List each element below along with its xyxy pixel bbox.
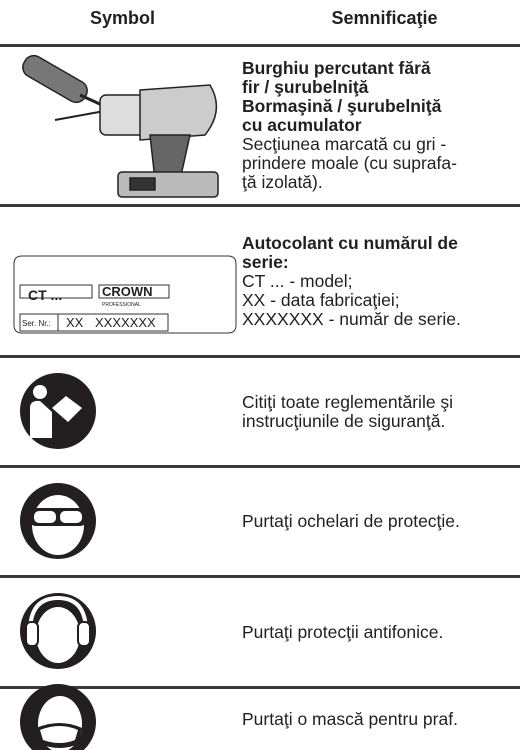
row-rule xyxy=(0,204,520,207)
dust-mask-icon xyxy=(20,684,96,750)
row-rule xyxy=(0,686,520,689)
header-rule xyxy=(0,44,520,47)
row-text: Purtaţi protecţii antifonice. xyxy=(242,578,518,686)
symbols: CT ... CROWN PROFESSIONAL Ser. Nr.: XX X… xyxy=(13,54,237,750)
row-rule xyxy=(0,575,520,578)
ear-protection-icon xyxy=(20,593,96,669)
row-text-line: instrucţiunile de siguranţă. xyxy=(242,410,446,431)
row-text: Purtaţi ochelari de protecţie. xyxy=(242,468,518,575)
row-text-line: Purtaţi ochelari de protecţie. xyxy=(242,511,460,531)
row-text-line: CT ... - model; xyxy=(242,270,353,291)
header-symbol: Symbol xyxy=(89,8,155,28)
row-text-line: ţă izolată). xyxy=(242,172,323,192)
row-text-line: XX - data fabricaţiei; xyxy=(242,289,400,310)
row-text-line: prindere moale (cu suprafa- xyxy=(242,153,457,173)
row-text-line: Purtaţi o mască pentru praf. xyxy=(242,709,458,729)
row-title-line: serie: xyxy=(242,251,289,272)
row-text-line: Purtaţi protecţii antifonice. xyxy=(242,621,444,642)
sticker-brand-sub: PROFESSIONAL xyxy=(102,302,141,308)
row-text: Autocolant cu numărul de serie: CT ... - m… xyxy=(242,207,518,355)
row-text: Burghiu percutant fără fir / şurubelniţă B… xyxy=(242,47,518,204)
row-text: Purtaţi o mască pentru praf. xyxy=(242,689,518,750)
drill-illustration xyxy=(22,54,219,198)
row-text-line: Citiţi toate reglementările şi xyxy=(242,391,454,412)
sticker-serial: XXXXXXX xyxy=(95,315,156,330)
row-rule xyxy=(0,355,520,358)
row-title-line: Autocolant cu numărul de xyxy=(242,232,458,253)
row-text-line: XXXXXXX - număr de serie. xyxy=(242,308,461,329)
sticker-brand: CROWN xyxy=(102,284,153,299)
goggles-icon xyxy=(20,483,96,559)
read-manual-icon xyxy=(20,373,96,449)
row-title-line: Burghiu percutant fără xyxy=(242,58,431,78)
row-rule xyxy=(0,465,520,468)
sticker-model: CT ... xyxy=(28,287,62,303)
row-title-line: Bormaşină / şurubelniţă xyxy=(242,96,442,116)
row-text: Citiţi toate reglementările şi instrucţiu… xyxy=(242,358,518,465)
row-title-line: cu acumulator xyxy=(242,115,362,135)
sticker-serial-label: Ser. Nr.: xyxy=(22,319,51,328)
row-text-line: Secţiunea marcată cu gri - xyxy=(242,134,447,154)
serial-sticker xyxy=(13,255,237,334)
sticker-date: XX xyxy=(66,315,84,330)
row-title-line: fir / şurubelniţă xyxy=(242,77,369,97)
header-meaning: Semnificaţie xyxy=(331,8,438,28)
